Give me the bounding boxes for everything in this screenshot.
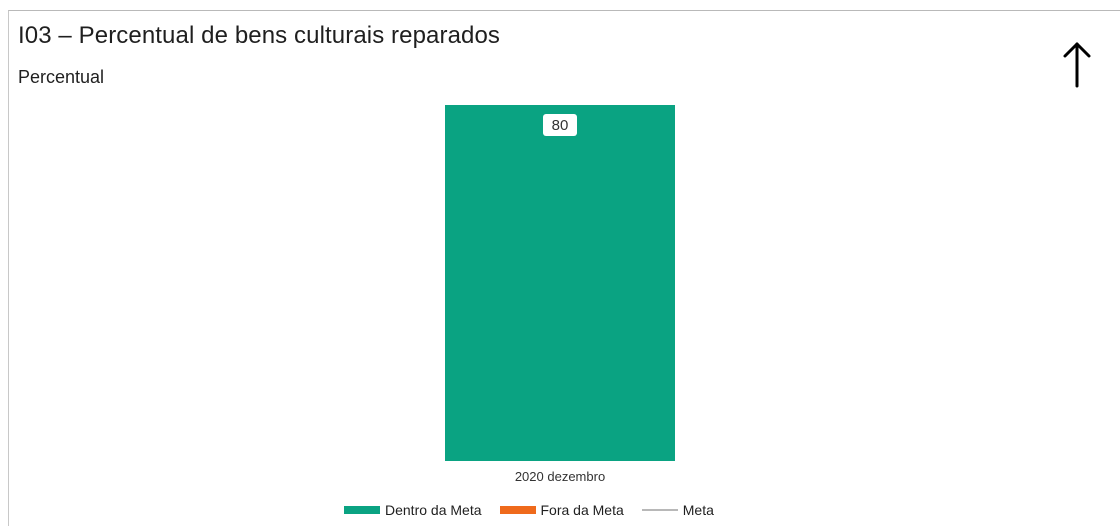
data-label-text: 80	[552, 117, 569, 134]
chart-subtitle: Percentual	[18, 67, 105, 87]
chart-title: I03 – Percentual de bens culturais repar…	[18, 22, 501, 49]
legend-swatch-dentro-da-meta	[344, 506, 380, 514]
legend-label-meta: Meta	[682, 502, 714, 518]
legend-label-fora-da-meta: Fora da Meta	[540, 502, 624, 518]
legend-swatch-fora-da-meta	[499, 506, 536, 514]
x-tick-label: 2020 dezembro	[515, 469, 605, 484]
data-label: 80	[543, 114, 577, 136]
chart-legend: Dentro da Meta Fora da Meta Meta	[344, 499, 714, 521]
legend-item-meta: Meta	[641, 502, 714, 518]
legend-swatch-meta	[641, 509, 678, 511]
legend-item-fora-da-meta: Fora da Meta	[499, 502, 624, 518]
legend-label-dentro-da-meta: Dentro da Meta	[385, 502, 482, 518]
arrow-up-icon	[1063, 42, 1091, 88]
bar-dentro-da-meta	[445, 105, 675, 461]
legend-item-dentro-da-meta: Dentro da Meta	[344, 502, 482, 518]
data-label-box	[543, 114, 577, 136]
